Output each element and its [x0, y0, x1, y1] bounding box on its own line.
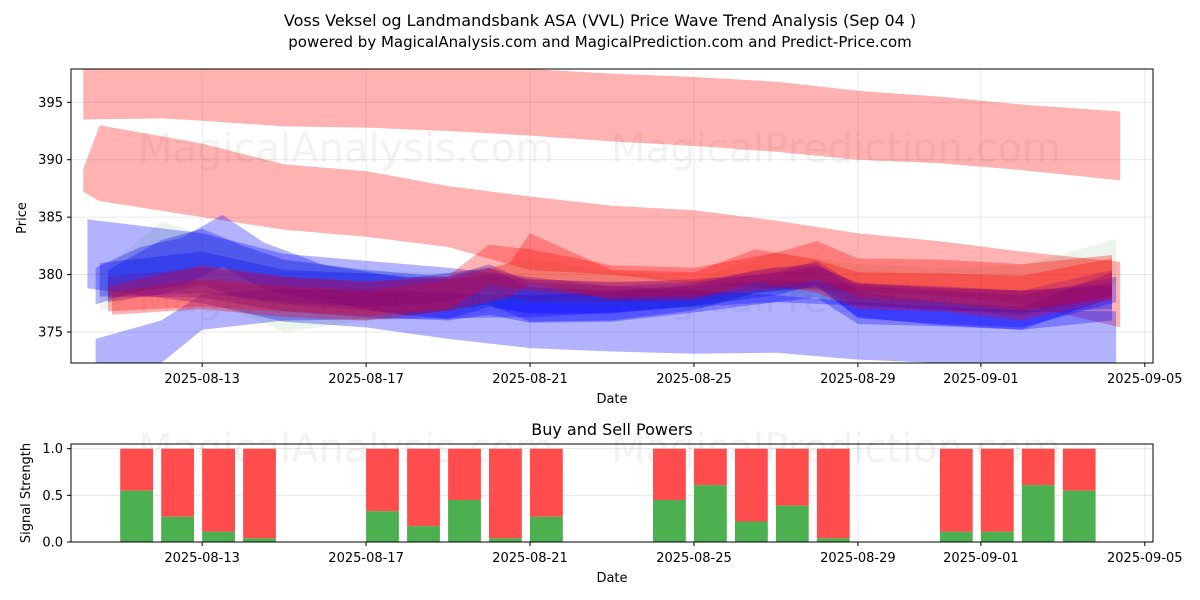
buy-bar-12 — [775, 505, 809, 542]
buy-sell-x-tick-label-2: 2025-08-21 — [492, 551, 568, 566]
buy-sell-x-tick-label-0: 2025-08-13 — [164, 551, 240, 566]
price-gridlines — [71, 69, 1153, 363]
buy-bar-5 — [407, 526, 440, 542]
sell-bar-8 — [530, 448, 563, 517]
sell-bar-0 — [120, 448, 153, 491]
price-plot-area — [71, 69, 1153, 363]
wave-band-blue-2 — [87, 219, 1117, 363]
price-y-axis: 375 380 385 390 395 — [38, 96, 71, 340]
buy-sell-y-axis-label: Signal Strength — [19, 443, 34, 543]
price-x-tick-label-6: 2025-09-05 — [1107, 372, 1183, 387]
wave-band-blue-3 — [99, 251, 1112, 330]
sell-bar-5 — [407, 448, 440, 527]
buy-sell-x-tick-label-5: 2025-09-01 — [943, 551, 1019, 566]
buy-bar-11 — [735, 521, 768, 542]
sell-bar-13 — [816, 448, 850, 539]
buy-sell-title: Buy and Sell Powers — [531, 420, 693, 439]
price-y-tick-label-0: 375 — [38, 325, 63, 340]
sell-bar-17 — [1062, 448, 1096, 491]
buy-sell-chart: Buy and Sell Powers MagicalAnalysis.com … — [19, 420, 1183, 586]
sell-bar-16 — [1021, 448, 1055, 486]
wave-band-green-7 — [99, 221, 1117, 332]
watermark-analysis-mid: MagicalAnalysis.com — [138, 276, 554, 322]
wave-band-blue-6 — [95, 280, 1113, 363]
price-y-tick-label-1: 380 — [38, 268, 63, 283]
price-y-tick-label-4: 395 — [38, 96, 63, 111]
sell-bar-15 — [980, 448, 1014, 532]
buy-bar-2 — [202, 531, 235, 542]
wave-band-purple-10 — [107, 265, 1112, 316]
buy-bar-14 — [939, 531, 973, 542]
sell-bar-4 — [366, 448, 399, 512]
buy-sell-x-tick-label-6: 2025-09-05 — [1107, 551, 1183, 566]
wave-band-blue-5 — [95, 214, 1113, 330]
buy-sell-x-axis-label: Date — [596, 571, 627, 586]
buy-bar-1 — [161, 516, 194, 542]
sell-bar-6 — [448, 448, 481, 500]
chart-subtitle: powered by MagicalAnalysis.com and Magic… — [288, 33, 912, 51]
buy-bar-6 — [448, 500, 481, 542]
price-x-axis-label: Date — [596, 392, 627, 407]
wave-band-red-0 — [83, 69, 1121, 181]
sell-bar-9 — [653, 448, 686, 500]
watermark-prediction-mid: MagicalPrediction.com — [611, 276, 1061, 322]
buy-bar-16 — [1021, 485, 1055, 542]
buy-bar-10 — [694, 485, 727, 542]
buy-bar-9 — [653, 500, 686, 542]
wave-band-red-9 — [112, 233, 1112, 321]
price-wave-chart: MagicalAnalysis.com MagicalPrediction.co… — [15, 68, 1183, 407]
sell-bar-2 — [202, 448, 235, 532]
price-x-tick-label-4: 2025-08-29 — [820, 372, 896, 387]
buy-sell-x-tick-label-3: 2025-08-25 — [656, 551, 732, 566]
sell-bar-12 — [775, 448, 809, 506]
wave-band-red-1 — [83, 125, 1121, 328]
chart-title: Voss Veksel og Landmandsbank ASA (VVL) P… — [284, 11, 916, 30]
sell-bar-10 — [694, 448, 727, 486]
watermark-prediction-top: MagicalPrediction.com — [611, 126, 1061, 172]
buy-bar-0 — [120, 490, 153, 542]
price-y-tick-label-2: 385 — [38, 211, 63, 226]
sell-bar-11 — [735, 448, 768, 522]
buy-bar-4 — [366, 511, 399, 542]
wave-band-red-8 — [107, 241, 1112, 316]
buy-bar-13 — [816, 538, 850, 542]
price-plot-frame — [70, 68, 1154, 364]
buy-sell-y-axis: 0.0 0.5 1.0 — [42, 442, 71, 551]
buy-sell-x-axis: 2025-08-13 2025-08-17 2025-08-21 2025-08-25… — [164, 542, 1183, 566]
price-x-tick-label-5: 2025-09-01 — [943, 372, 1019, 387]
wave-band-blue-4 — [107, 228, 1117, 328]
price-x-axis: 2025-08-13 2025-08-17 2025-08-21 2025-08-25… — [164, 363, 1183, 387]
buy-bar-8 — [530, 516, 563, 542]
buy-sell-x-tick-label-1: 2025-08-17 — [328, 551, 404, 566]
buy-bar-3 — [243, 538, 276, 542]
buy-sell-x-tick-label-4: 2025-08-29 — [820, 551, 896, 566]
buy-sell-y-tick-label-2: 1.0 — [42, 442, 63, 457]
buy-sell-y-tick-label-1: 0.5 — [42, 489, 63, 504]
price-x-tick-label-2: 2025-08-21 — [492, 372, 568, 387]
buy-bar-15 — [980, 531, 1014, 542]
price-wave-bands — [83, 69, 1121, 363]
watermark-analysis-top: MagicalAnalysis.com — [138, 126, 554, 172]
price-x-tick-label-1: 2025-08-17 — [328, 372, 404, 387]
price-x-tick-label-0: 2025-08-13 — [164, 372, 240, 387]
sell-bar-14 — [939, 448, 973, 532]
buy-sell-plot-frame — [70, 443, 1154, 543]
price-y-tick-label-3: 390 — [38, 153, 63, 168]
buy-sell-y-tick-label-0: 0.0 — [42, 536, 63, 551]
sell-bar-7 — [489, 448, 522, 539]
buy-bar-17 — [1062, 490, 1096, 542]
sell-bar-1 — [161, 448, 194, 517]
buy-bar-7 — [489, 538, 522, 542]
buy-sell-bars — [120, 448, 1096, 542]
sell-bar-3 — [243, 448, 276, 539]
price-x-tick-label-3: 2025-08-25 — [656, 372, 732, 387]
price-y-axis-label: Price — [15, 202, 30, 234]
